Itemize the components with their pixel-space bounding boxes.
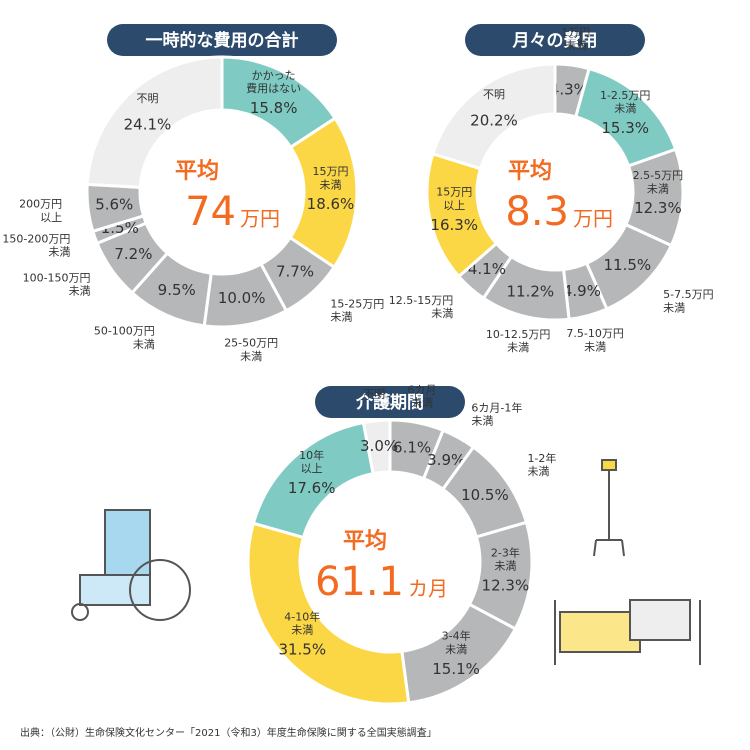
value-label: 11.5% [603, 256, 651, 274]
center-label: 平均 [508, 158, 552, 184]
value-label: 4.9% [563, 282, 601, 300]
category-label: 6カ月未満 [407, 383, 436, 409]
value-label: 4.1% [468, 260, 506, 278]
value-label: 31.5% [278, 640, 326, 658]
donut-segment [430, 62, 557, 171]
category-label: 不明 [136, 92, 158, 105]
center-unit: 万円 [240, 207, 280, 231]
category-label: 1-2.5万円未満 [600, 89, 650, 115]
value-label: 11.2% [507, 283, 555, 301]
value-label: 15.3% [601, 119, 649, 137]
center-value: 74 [185, 189, 236, 235]
center-label: 平均 [175, 158, 219, 184]
category-label: 10年以上 [299, 448, 324, 475]
donut-segment [246, 521, 411, 706]
donut-segment [573, 66, 678, 168]
source-note: 出典：（公財）生命保険文化センター「2021（令和3）年度生命保険に関する全国実… [20, 726, 437, 739]
category-label: 15万円未満 [312, 165, 348, 191]
category-label: 不明 [363, 388, 385, 401]
value-label: 12.3% [482, 577, 530, 595]
category-label: 15-25万円未満 [330, 297, 384, 323]
category-label: 100-150万円未満 [23, 271, 91, 297]
cane-illustration [593, 459, 625, 557]
value-label: 18.6% [307, 195, 355, 213]
center-label: 平均 [343, 528, 387, 554]
chart-title: 介護期間 [355, 392, 424, 413]
category-label: 不明 [483, 88, 505, 101]
category-label: 1万円未満 [561, 26, 590, 52]
donut-segment [361, 418, 392, 476]
value-label: 6.1% [393, 439, 431, 457]
category-label: 15万円以上 [436, 186, 472, 212]
center-unit: カ月 [408, 577, 448, 601]
donut-segment [85, 55, 224, 189]
center-value: 61.1 [315, 559, 404, 605]
value-label: 12.3% [634, 199, 682, 217]
value-label: 3.0% [360, 437, 398, 455]
wheelchair-illustration [71, 509, 191, 621]
value-label: 15.8% [250, 99, 298, 117]
center-unit: 万円 [573, 207, 613, 231]
category-label: 12.5-15万円未満 [389, 294, 453, 320]
value-label: 10.5% [461, 486, 509, 504]
chart-title: 一時的な費用の合計 [146, 30, 299, 51]
category-label: 1-2年未満 [527, 451, 556, 478]
category-label: 7.5-10万円未満 [566, 327, 623, 353]
bed-illustration [554, 599, 701, 665]
category-label: 25-50万円未満 [224, 337, 278, 363]
category-label: 150-200万円未満 [2, 232, 70, 258]
category-label: 6カ月-1年未満 [471, 400, 522, 427]
value-label: 5.6% [95, 195, 133, 213]
title-pill [107, 24, 337, 56]
category-label: 2-3年未満 [491, 545, 520, 572]
value-label: 7.7% [276, 263, 314, 281]
category-label: 50-100万円未満 [94, 325, 155, 351]
value-label: 24.1% [124, 116, 172, 134]
title-pill [315, 386, 465, 418]
category-label: かかった費用はない [246, 69, 301, 95]
value-label: 17.6% [288, 479, 336, 497]
title-pill [465, 24, 645, 56]
value-label: 9.5% [158, 281, 196, 299]
value-label: 20.2% [470, 112, 518, 130]
value-label: 7.2% [114, 245, 152, 263]
value-label: 15.1% [432, 660, 480, 678]
category-label: 200万円以上 [19, 198, 62, 224]
category-label: 3-4年未満 [442, 629, 471, 656]
category-label: 5-7.5万円未満 [663, 288, 713, 314]
value-label: 3.9% [427, 451, 465, 469]
chart-title: 月々の費用 [512, 30, 598, 51]
center-value: 8.3 [505, 189, 569, 235]
category-label: 2.5-5万円未満 [633, 169, 683, 195]
category-label: 10-12.5万円未満 [486, 328, 550, 354]
value-label: 4.3% [550, 80, 588, 98]
category-label: 4-10年未満 [284, 609, 320, 636]
value-label: 10.0% [218, 289, 266, 307]
value-label: 16.3% [430, 216, 478, 234]
